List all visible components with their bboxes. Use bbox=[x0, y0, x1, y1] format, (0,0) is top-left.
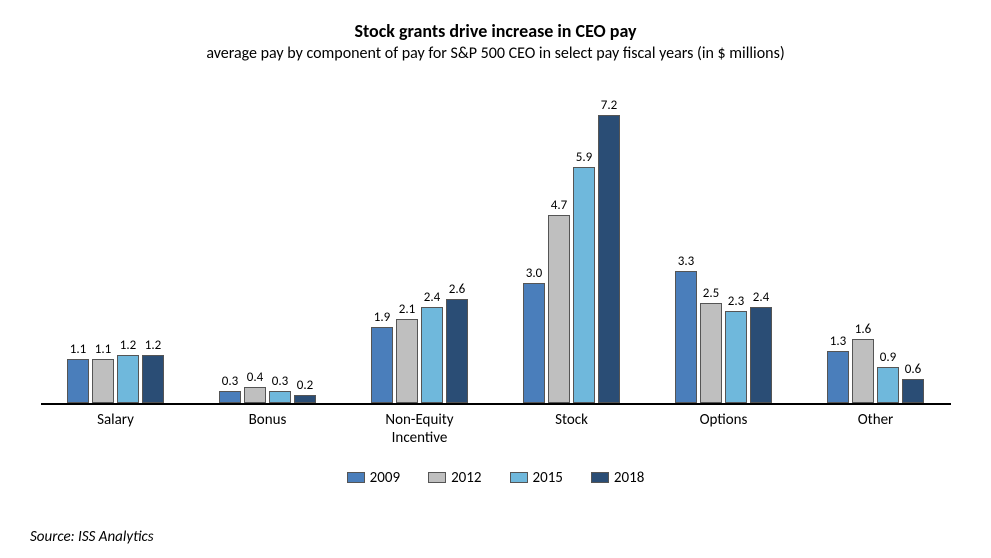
legend-item: 2009 bbox=[347, 469, 400, 487]
x-axis-label: Other bbox=[807, 411, 944, 429]
bar-group: 1.92.12.42.6 bbox=[371, 299, 468, 403]
bar: 2.4 bbox=[421, 307, 443, 403]
bar-value-label: 0.3 bbox=[222, 374, 238, 389]
bar: 1.6 bbox=[852, 339, 874, 403]
bar: 0.9 bbox=[877, 367, 899, 403]
bar: 2.4 bbox=[750, 307, 772, 403]
bar-value-label: 0.4 bbox=[247, 370, 263, 385]
bar-value-label: 1.1 bbox=[70, 342, 86, 357]
bar-value-label: 1.2 bbox=[145, 338, 161, 353]
bar: 2.1 bbox=[396, 319, 418, 403]
bar: 2.6 bbox=[446, 299, 468, 403]
bar-value-label: 1.3 bbox=[830, 334, 846, 349]
bar-value-label: 2.4 bbox=[753, 290, 769, 305]
chart-title: Stock grants drive increase in CEO pay bbox=[30, 20, 961, 42]
legend: 2009 2012 2015 2018 bbox=[30, 469, 961, 487]
legend-swatch bbox=[510, 472, 528, 483]
source-text: Source: ISS Analytics bbox=[30, 528, 154, 546]
bar: 1.1 bbox=[92, 359, 114, 403]
bar: 3.3 bbox=[675, 271, 697, 403]
bar-value-label: 3.0 bbox=[526, 266, 542, 281]
legend-swatch bbox=[428, 472, 446, 483]
bar-value-label: 0.9 bbox=[880, 350, 896, 365]
x-axis-labels: Salary Bonus Non-EquityIncentive Stock Optio… bbox=[41, 411, 951, 451]
bar: 7.2 bbox=[598, 115, 620, 403]
bar-value-label: 0.3 bbox=[272, 374, 288, 389]
bar-value-label: 3.3 bbox=[678, 254, 694, 269]
bar-value-label: 0.6 bbox=[905, 362, 921, 377]
bar-group: 1.31.60.90.6 bbox=[827, 339, 924, 403]
bar-value-label: 1.6 bbox=[855, 322, 871, 337]
x-axis-label: Salary bbox=[47, 411, 184, 429]
bar: 1.3 bbox=[827, 351, 849, 403]
bar-value-label: 1.9 bbox=[374, 310, 390, 325]
bar-group: 3.04.75.97.2 bbox=[523, 115, 620, 403]
bar: 3.0 bbox=[523, 283, 545, 403]
legend-item: 2015 bbox=[510, 469, 563, 487]
bar: 4.7 bbox=[548, 215, 570, 403]
bar-value-label: 2.5 bbox=[703, 286, 719, 301]
bar: 1.9 bbox=[371, 327, 393, 403]
bar-group: 3.32.52.32.4 bbox=[675, 271, 772, 403]
bar: 2.3 bbox=[725, 311, 747, 403]
legend-label: 2018 bbox=[614, 469, 644, 487]
bar-group: 0.30.40.30.2 bbox=[219, 387, 316, 403]
bar-value-label: 2.3 bbox=[728, 294, 744, 309]
bar: 0.2 bbox=[294, 395, 316, 403]
bar: 0.6 bbox=[902, 379, 924, 403]
bar: 0.3 bbox=[269, 391, 291, 403]
bar: 1.2 bbox=[117, 355, 139, 403]
bar-value-label: 2.4 bbox=[424, 290, 440, 305]
bar-value-label: 1.1 bbox=[95, 342, 111, 357]
bar: 1.1 bbox=[67, 359, 89, 403]
bar-value-label: 7.2 bbox=[601, 98, 617, 113]
bar-value-label: 2.1 bbox=[399, 302, 415, 317]
legend-label: 2012 bbox=[451, 469, 481, 487]
bar-value-label: 2.6 bbox=[449, 282, 465, 297]
legend-swatch bbox=[591, 472, 609, 483]
bar-value-label: 5.9 bbox=[576, 150, 592, 165]
chart-subtitle: average pay by component of pay for S&P … bbox=[136, 44, 856, 65]
x-axis-label: Non-EquityIncentive bbox=[351, 411, 488, 447]
bar: 5.9 bbox=[573, 167, 595, 403]
bar: 2.5 bbox=[700, 303, 722, 403]
legend-label: 2015 bbox=[533, 469, 563, 487]
legend-item: 2018 bbox=[591, 469, 644, 487]
x-axis-label: Options bbox=[655, 411, 792, 429]
plot-area: 1.11.11.21.20.30.40.30.21.92.12.42.63.04… bbox=[41, 75, 951, 405]
bar-group: 1.11.11.21.2 bbox=[67, 355, 164, 403]
legend-item: 2012 bbox=[428, 469, 481, 487]
legend-swatch bbox=[347, 472, 365, 483]
chart-container: Stock grants drive increase in CEO pay a… bbox=[0, 0, 991, 558]
bar-value-label: 1.2 bbox=[120, 338, 136, 353]
bar: 1.2 bbox=[142, 355, 164, 403]
x-axis-label: Bonus bbox=[199, 411, 336, 429]
legend-label: 2009 bbox=[370, 469, 400, 487]
bar-value-label: 4.7 bbox=[551, 198, 567, 213]
bar: 0.4 bbox=[244, 387, 266, 403]
x-axis-label: Stock bbox=[503, 411, 640, 429]
bar: 0.3 bbox=[219, 391, 241, 403]
bar-value-label: 0.2 bbox=[297, 378, 313, 393]
